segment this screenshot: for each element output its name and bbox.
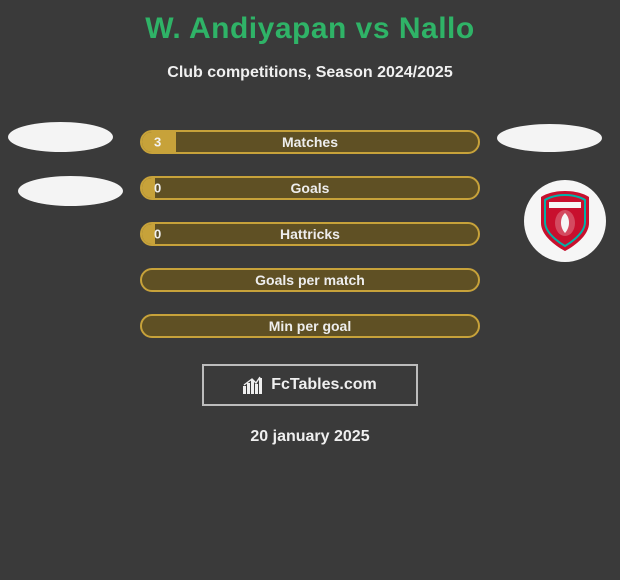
brand-text: FcTables.com [271, 376, 377, 394]
bar-chart-icon [243, 376, 265, 394]
stat-label: Matches [282, 134, 338, 150]
stat-label: Min per goal [269, 318, 351, 334]
snapshot-date: 20 january 2025 [0, 428, 620, 446]
stat-label: Goals per match [255, 272, 365, 288]
stat-label: Hattricks [280, 226, 340, 242]
stat-label: Goals [291, 180, 330, 196]
stat-row-goals-per-match: Goals per match [140, 268, 480, 292]
stat-value-left: 0 [154, 181, 161, 196]
page-title: W. Andiyapan vs Nallo [0, 12, 620, 46]
stat-row-matches: 3 Matches [140, 130, 480, 154]
stat-value-left: 3 [154, 135, 161, 150]
page-subtitle: Club competitions, Season 2024/2025 [0, 64, 620, 82]
stat-row-min-per-goal: Min per goal [140, 314, 480, 338]
stats-list: 3 Matches 0 Goals 0 Hattricks Goals per … [0, 130, 620, 338]
comparison-card: W. Andiyapan vs Nallo Club competitions,… [0, 0, 620, 446]
stat-value-left: 0 [154, 227, 161, 242]
brand-watermark: FcTables.com [202, 364, 418, 406]
stat-row-goals: 0 Goals [140, 176, 480, 200]
stat-row-hattricks: 0 Hattricks [140, 222, 480, 246]
